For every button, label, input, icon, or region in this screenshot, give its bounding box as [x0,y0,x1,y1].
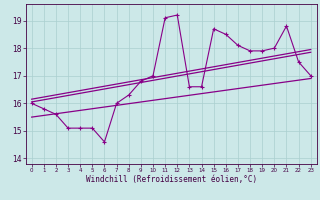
X-axis label: Windchill (Refroidissement éolien,°C): Windchill (Refroidissement éolien,°C) [86,175,257,184]
